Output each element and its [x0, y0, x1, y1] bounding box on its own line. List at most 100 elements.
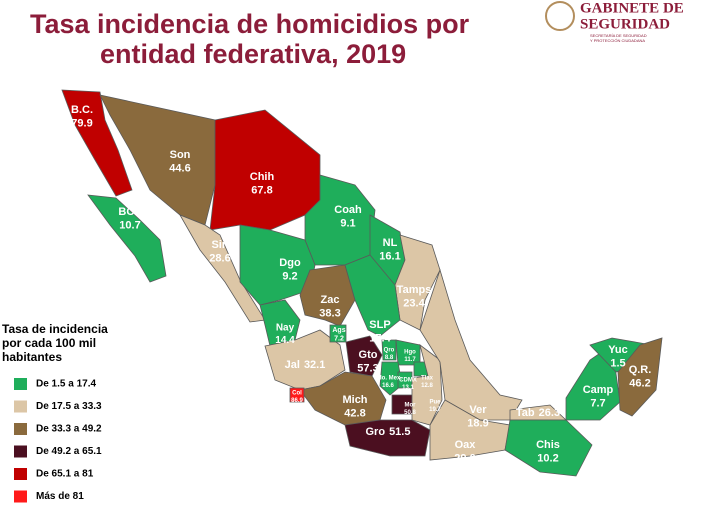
- state-value: 42.8: [344, 408, 365, 420]
- state-value: 28.6: [209, 253, 230, 265]
- state-name: Tamps: [397, 284, 432, 296]
- logo-sub: SECRETARÍA DE SEGURIDAD: [590, 33, 647, 38]
- state-name: BCS: [118, 206, 141, 218]
- legend-swatch: [14, 445, 27, 458]
- state-value: 10.7: [119, 220, 140, 232]
- legend-title: por cada 100 mil: [2, 336, 96, 350]
- state-value: 7.2: [334, 336, 344, 343]
- state-name: Camp: [583, 384, 614, 396]
- state-value: 38.3: [319, 308, 340, 320]
- state-value: 46.2: [629, 378, 650, 390]
- state-name: Ver: [469, 404, 487, 416]
- state-value: 1.5: [610, 358, 625, 370]
- state-value: 79.9: [71, 118, 92, 130]
- logo-sub: Y PROTECCIÓN CIUDADANA: [590, 38, 645, 43]
- state-name: Nay: [276, 323, 295, 334]
- state-name: Zac: [321, 294, 340, 306]
- state-value: 67.8: [251, 185, 272, 197]
- state: [304, 174, 376, 266]
- state: [381, 339, 397, 361]
- state-value: 14.4: [275, 335, 295, 346]
- logo-name: SEGURIDAD: [580, 16, 670, 32]
- title-line: entidad federativa, 2019: [100, 39, 406, 69]
- state-name: Jal: [285, 359, 300, 371]
- state-value: 44.6: [169, 163, 190, 175]
- state-name: Tlax: [421, 376, 434, 382]
- state: [344, 419, 431, 457]
- legend-swatch: [14, 468, 27, 480]
- state-name: Yuc: [608, 344, 628, 356]
- state: [419, 268, 523, 421]
- state-label: Jal 32.1: [285, 359, 326, 371]
- state-name: Dgo: [279, 257, 301, 269]
- state: [209, 109, 321, 231]
- logo-name: GABINETE DE: [580, 0, 684, 16]
- state-value: 16.1: [379, 251, 400, 263]
- legend-label: De 33.3 a 49.2: [36, 424, 102, 435]
- state-value: 51.5: [389, 426, 410, 438]
- map: B.C. 79.9 BCS 10.7 Son 44.6 Chih 67.8 Coah 9.1 NL 1…: [61, 89, 663, 477]
- state-value: 17.4: [369, 333, 391, 345]
- legend-title: Tasa de incidencia: [2, 322, 108, 336]
- state: [87, 194, 167, 283]
- state-name: Chih: [250, 171, 275, 183]
- state-name: Gto: [359, 349, 378, 361]
- state: [379, 361, 403, 396]
- state-name: Pue: [429, 400, 441, 406]
- state: [617, 337, 663, 417]
- state-value: 11.7: [404, 357, 416, 363]
- state-value: 13.1: [402, 385, 414, 391]
- state: [345, 335, 383, 377]
- legend-label: De 49.2 a 65.1: [36, 446, 102, 457]
- legend-label: Más de 81: [36, 491, 84, 502]
- state-value: 29.0: [454, 453, 475, 465]
- state-name: Qro: [384, 348, 395, 354]
- state-name: NL: [383, 237, 398, 249]
- title-line: Tasa incidencia de homicidios por: [30, 9, 470, 39]
- state-name: Gro: [366, 426, 386, 438]
- legend-label: De 1.5 a 17.4: [36, 379, 96, 390]
- state: [289, 387, 305, 403]
- state: [344, 254, 401, 337]
- state-name: Q.R.: [629, 364, 652, 376]
- legend-swatch: [14, 423, 27, 435]
- state-value: 50.8: [404, 410, 416, 416]
- legend-swatch: [14, 378, 27, 390]
- state-name: B.C.: [71, 104, 93, 116]
- state-value: 23.4: [403, 298, 425, 310]
- state-name: SLP: [369, 319, 390, 331]
- state-name: Hgo: [404, 350, 416, 356]
- state-value: 8.8: [385, 355, 394, 361]
- legend-title: habitantes: [2, 350, 62, 364]
- logo-emblem: [545, 1, 575, 31]
- state-value: 19.7: [429, 407, 441, 413]
- legend-swatch: [14, 490, 27, 503]
- state-value: 57.3: [357, 363, 378, 375]
- state-value: 18.9: [467, 418, 488, 430]
- state-name: Mor: [405, 403, 417, 409]
- state-name: Edo. Mex.: [374, 376, 402, 382]
- state-value: 9.2: [282, 271, 297, 283]
- state-name: Ags: [332, 327, 345, 334]
- state-label: Tab 26.3: [516, 407, 560, 419]
- state-name: Chis: [536, 439, 560, 451]
- legend-label: De 17.5 a 33.3: [36, 401, 102, 412]
- state-value: 26.3: [539, 407, 560, 419]
- state: [264, 329, 346, 391]
- state-name: Tab: [516, 407, 535, 419]
- legend-label: De 65.1 a 81: [36, 469, 94, 480]
- state-name: Oax: [455, 439, 477, 451]
- state-name: Son: [170, 149, 191, 161]
- state-name: Sin: [211, 239, 228, 251]
- legend-swatch: [14, 400, 27, 413]
- state-value: 32.1: [304, 359, 325, 371]
- state-value: 10.2: [537, 453, 558, 465]
- state-value: 16.6: [382, 383, 394, 389]
- state-label: Gro 51.5: [366, 426, 411, 438]
- state-name: Coah: [334, 204, 362, 216]
- state-name: Mich: [342, 394, 367, 406]
- state: [299, 371, 387, 426]
- state-value: 9.1: [340, 218, 355, 230]
